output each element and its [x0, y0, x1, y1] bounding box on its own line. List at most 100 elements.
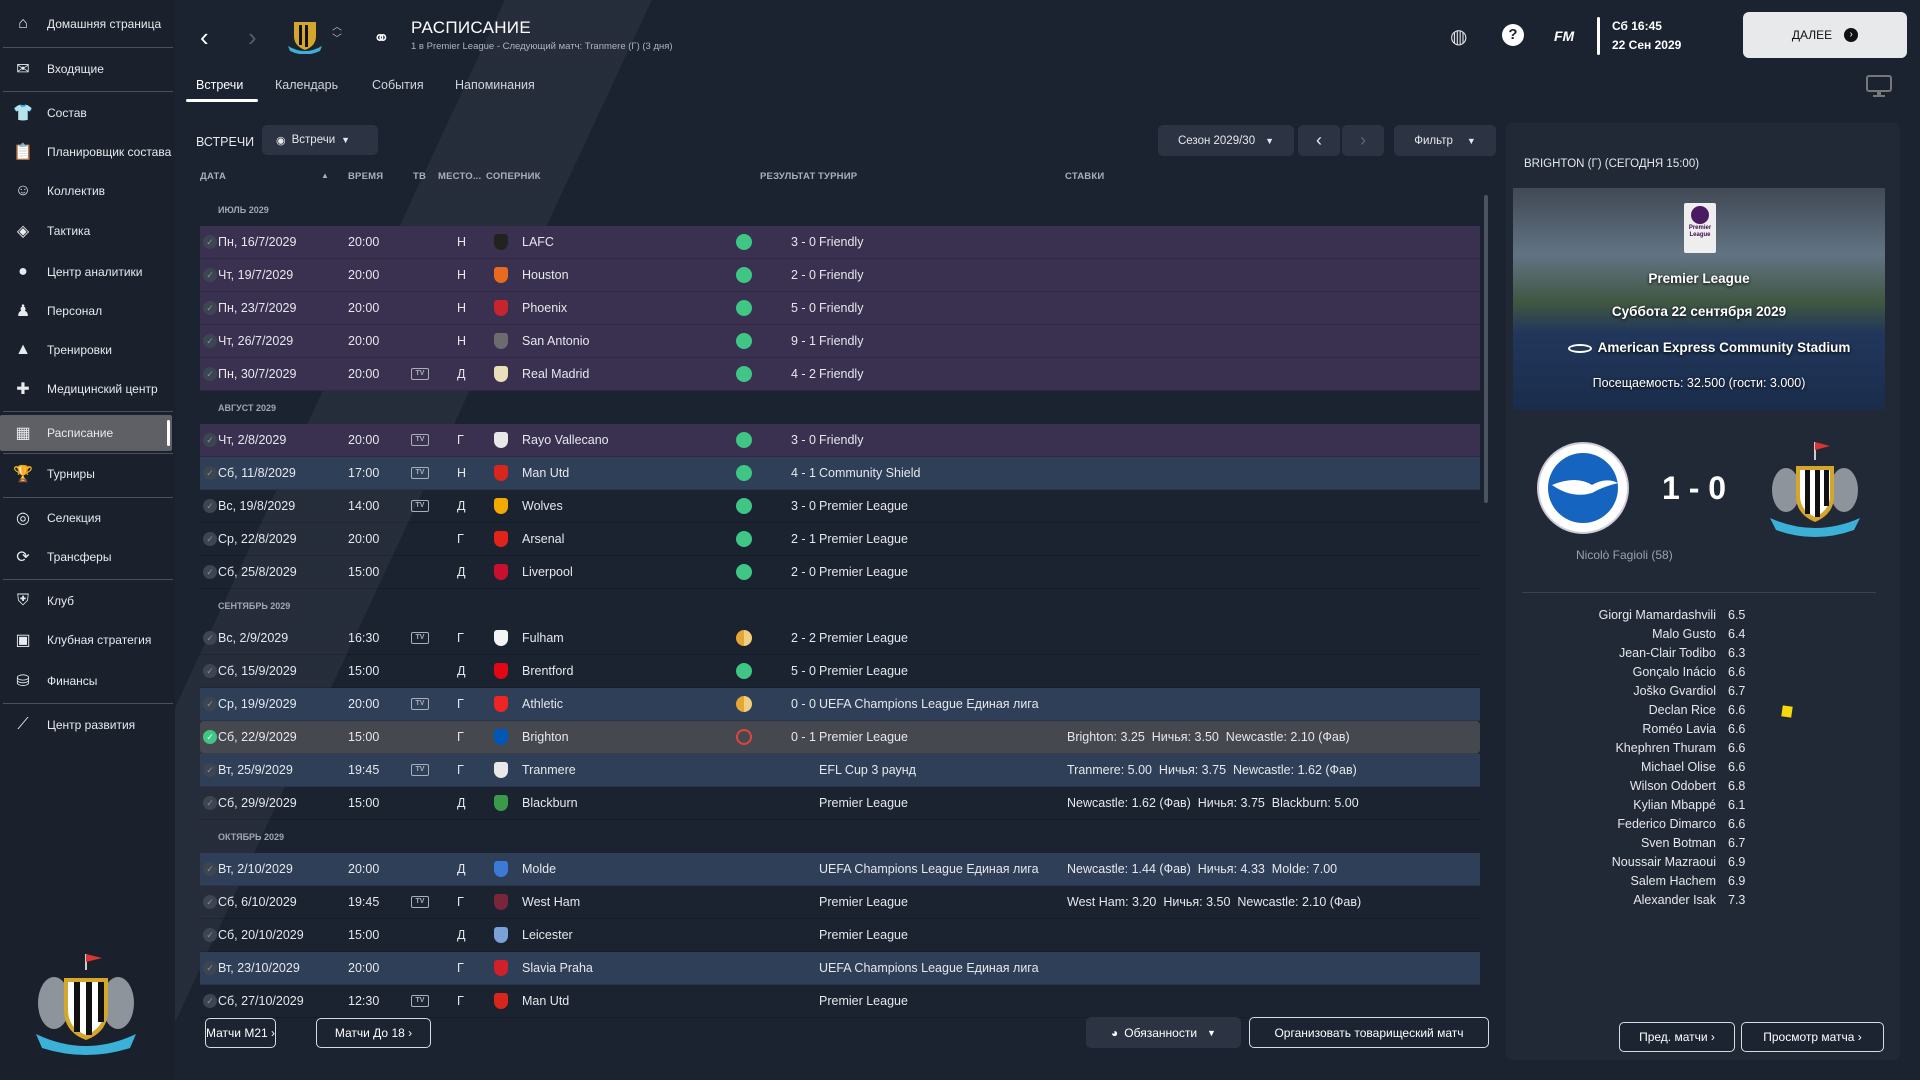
column-header-result[interactable]: РЕЗУЛЬТАТ	[760, 171, 816, 182]
fixture-competition[interactable]: Premier League	[819, 532, 908, 546]
fixture-row[interactable]: ✓ Сб, 11/8/2029 17:00 TV Н Man Utd 4 - 1…	[200, 457, 1480, 490]
continue-button[interactable]: ДАЛЕЕ ›	[1743, 12, 1907, 58]
check-icon[interactable]: ✓	[203, 565, 217, 579]
checked-icon[interactable]: ✓	[203, 730, 217, 744]
player-name[interactable]: Giorgi Mamardashvili	[1598, 608, 1716, 622]
sidebar-item[interactable]: ● Центр аналитики	[0, 254, 175, 290]
player-name[interactable]: Kylian Mbappé	[1633, 798, 1716, 812]
fixture-competition[interactable]: Friendly	[819, 433, 864, 447]
sidebar-item[interactable]: ✚ Медицинский центр	[0, 371, 175, 407]
player-name[interactable]: Alexander Isak	[1633, 893, 1716, 907]
fixture-row[interactable]: ✓ Вт, 2/10/2029 20:00 Д Molde UEFA Champ…	[200, 853, 1480, 886]
fixture-row[interactable]: ✓ Сб, 25/8/2029 15:00 Д Liverpool 2 - 0 …	[200, 556, 1480, 589]
fixture-competition[interactable]: UEFA Champions League Единая лига	[819, 961, 1039, 975]
check-icon[interactable]: ✓	[203, 268, 217, 282]
player-name[interactable]: Federico Dimarco	[1617, 817, 1716, 831]
fixture-competition[interactable]: Friendly	[819, 301, 864, 315]
check-icon[interactable]: ✓	[203, 697, 217, 711]
fixture-row[interactable]: ✓ Вт, 25/9/2029 19:45 TV Г Tranmere EFL …	[200, 754, 1480, 787]
fixture-row[interactable]: ✓ Чт, 26/7/2029 20:00 Н San Antonio 9 - …	[200, 325, 1480, 358]
sidebar-item[interactable]: ⟋ Центр развития	[0, 707, 175, 743]
sort-ascending-icon[interactable]: ▲	[321, 171, 330, 180]
sidebar-item[interactable]: ▲ Тренировки	[0, 332, 175, 368]
fixture-row[interactable]: ✓ Чт, 2/8/2029 20:00 TV Г Rayo Vallecano…	[200, 424, 1480, 457]
fixture-competition[interactable]: Friendly	[819, 367, 864, 381]
check-icon[interactable]: ✓	[203, 499, 217, 513]
check-icon[interactable]: ✓	[203, 763, 217, 777]
column-header-tv[interactable]: ТВ	[413, 171, 427, 182]
check-icon[interactable]: ✓	[203, 895, 217, 909]
opponent-name[interactable]: Houston	[522, 268, 569, 282]
fixture-row[interactable]: ✓ Сб, 6/10/2029 19:45 TV Г West Ham Prem…	[200, 886, 1480, 919]
opponent-name[interactable]: Phoenix	[522, 301, 568, 315]
table-scrollbar[interactable]	[1484, 195, 1488, 503]
fixture-row[interactable]: ✓ Ср, 22/8/2029 20:00 Г Arsenal 2 - 1 Pr…	[200, 523, 1480, 556]
fixture-competition[interactable]: Premier League	[819, 994, 908, 1008]
check-icon[interactable]: ✓	[203, 862, 217, 876]
sidebar-item[interactable]: 🏆 Турниры	[0, 456, 175, 492]
tab-events[interactable]: События	[372, 78, 424, 92]
fixture-row[interactable]: ✓ Сб, 20/10/2029 15:00 Д Leicester Premi…	[200, 919, 1480, 952]
fixture-competition[interactable]: Premier League	[819, 565, 908, 579]
player-name[interactable]: Jean-Clair Todibo	[1618, 646, 1716, 660]
sidebar-item[interactable]: ♟ Персонал	[0, 293, 175, 329]
view-dropdown[interactable]: ◉ Встречи ▼	[262, 125, 378, 155]
fixture-row[interactable]: ✓ Чт, 19/7/2029 20:00 Н Houston 2 - 0 Fr…	[200, 259, 1480, 292]
fixture-competition[interactable]: Friendly	[819, 268, 864, 282]
fixture-row[interactable]: ✓ Сб, 27/10/2029 12:30 TV Г Man Utd Prem…	[200, 985, 1480, 1018]
check-icon[interactable]: ✓	[203, 334, 217, 348]
fixture-competition[interactable]: Premier League	[819, 895, 908, 909]
check-icon[interactable]: ✓	[203, 367, 217, 381]
opponent-name[interactable]: Athletic	[522, 697, 563, 711]
player-name[interactable]: Malo Gusto	[1652, 627, 1716, 641]
fixture-competition[interactable]: Premier League	[819, 664, 908, 678]
fixture-row[interactable]: ✓ Пн, 16/7/2029 20:00 Н LAFC 3 - 0 Frien…	[200, 226, 1480, 259]
fixture-competition[interactable]: Premier League	[819, 499, 908, 513]
check-icon[interactable]: ✓	[203, 466, 217, 480]
opponent-name[interactable]: San Antonio	[522, 334, 590, 348]
fixture-competition[interactable]: EFL Cup 3 раунд	[819, 763, 916, 777]
column-header-date[interactable]: ДАТА	[200, 171, 227, 182]
sidebar-item[interactable]: ⌂ Домашняя страница	[0, 6, 175, 42]
check-icon[interactable]: ✓	[203, 631, 217, 645]
arrange-friendly-button[interactable]: Организовать товарищеский матч	[1249, 1017, 1489, 1048]
opponent-name[interactable]: Brentford	[522, 664, 574, 678]
column-header-competition[interactable]: ТУРНИР	[818, 171, 858, 182]
opponent-name[interactable]: Fulham	[522, 631, 564, 645]
fixture-competition[interactable]: Friendly	[819, 334, 864, 348]
next-season-button[interactable]: ›	[1342, 125, 1384, 156]
player-name[interactable]: Gonçalo Inácio	[1632, 665, 1716, 679]
previous-season-button[interactable]: ‹	[1298, 125, 1340, 156]
fixture-row[interactable]: ✓ Пн, 30/7/2029 20:00 TV Д Real Madrid 4…	[200, 358, 1480, 391]
player-name[interactable]: Declan Rice	[1648, 703, 1716, 717]
fixture-row[interactable]: ✓ Сб, 29/9/2029 15:00 Д Blackburn Premie…	[200, 787, 1480, 820]
opponent-name[interactable]: Real Madrid	[522, 367, 590, 381]
globe-icon[interactable]: ◍	[1450, 26, 1468, 48]
fixture-competition[interactable]: UEFA Champions League Единая лига	[819, 697, 1039, 711]
tab-calendar[interactable]: Календарь	[275, 78, 339, 92]
sidebar-item[interactable]: ▣ Клубная стратегия	[0, 622, 175, 658]
player-name[interactable]: Roméo Lavia	[1642, 722, 1716, 736]
fixture-row[interactable]: ✓ Пн, 23/7/2029 20:00 Н Phoenix 5 - 0 Fr…	[200, 292, 1480, 325]
check-icon[interactable]: ✓	[203, 994, 217, 1008]
opponent-name[interactable]: Slavia Praha	[522, 961, 593, 975]
sidebar-item[interactable]: ◈ Тактика	[0, 213, 175, 249]
player-name[interactable]: Michael Olise	[1640, 760, 1716, 774]
player-name[interactable]: Khephren Thuram	[1615, 741, 1716, 755]
monitor-icon[interactable]	[1866, 75, 1892, 97]
opponent-name[interactable]: Rayo Vallecano	[522, 433, 609, 447]
fixture-row[interactable]: ✓ Вт, 23/10/2029 20:00 Г Slavia Praha UE…	[200, 952, 1480, 985]
opponent-name[interactable]: Leicester	[522, 928, 573, 942]
fixture-competition[interactable]: Premier League	[819, 928, 908, 942]
fixture-row[interactable]: ✓ Вс, 2/9/2029 16:30 TV Г Fulham 2 - 2 P…	[200, 622, 1480, 655]
sidebar-item[interactable]: ☺ Коллектив	[0, 173, 175, 209]
sidebar-item[interactable]: ✉ Входящие	[0, 51, 175, 87]
sidebar-item[interactable]: ◎ Селекция	[0, 500, 175, 536]
sidebar-item[interactable]: ⛁ Финансы	[0, 663, 175, 699]
fixture-competition[interactable]: Premier League	[819, 730, 908, 744]
back-button[interactable]: ‹	[200, 22, 209, 52]
check-icon[interactable]: ✓	[203, 235, 217, 249]
fixture-competition[interactable]: Premier League	[819, 631, 908, 645]
column-header-opponent[interactable]: СОПЕРНИК	[486, 171, 541, 182]
view-match-button[interactable]: Просмотр матча ›	[1741, 1022, 1884, 1052]
